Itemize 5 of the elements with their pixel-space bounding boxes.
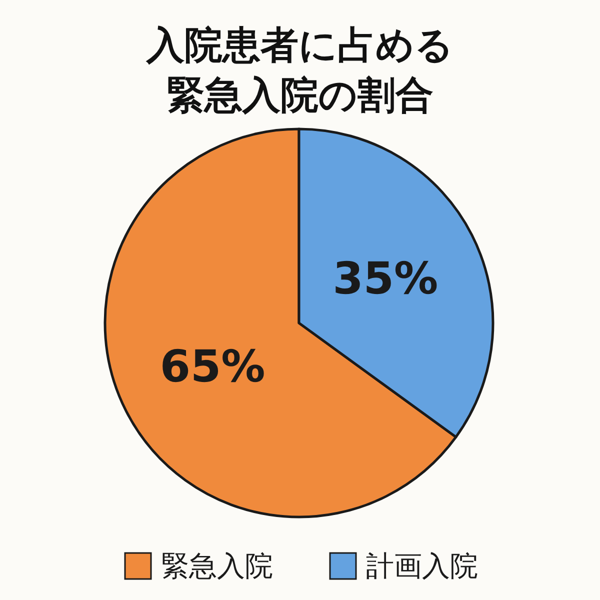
data-label: 65% <box>160 342 266 393</box>
chart-title: 入院患者に占める緊急入院の割合 <box>146 23 454 117</box>
legend-label: 緊急入院 <box>161 550 273 582</box>
data-label: 35% <box>332 253 438 304</box>
legend-label: 計画入院 <box>366 550 478 582</box>
